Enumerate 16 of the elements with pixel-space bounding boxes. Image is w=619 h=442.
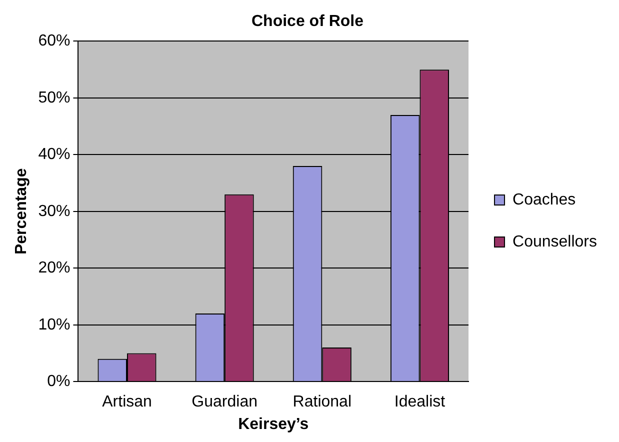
- y-tick-label: 20%: [38, 260, 70, 277]
- y-tick-label: 0%: [47, 373, 70, 390]
- chart-title: Choice of Role: [251, 13, 364, 30]
- x-axis-title: Keirsey’s: [238, 416, 309, 433]
- x-tick-label: Rational: [292, 394, 352, 411]
- y-tick-label: 30%: [38, 202, 70, 220]
- x-tick-label: Idealist: [394, 394, 446, 411]
- legend-label: Coaches: [512, 191, 576, 208]
- y-tick-label: 10%: [38, 316, 70, 334]
- y-axis-title: Percentage: [13, 168, 30, 255]
- x-tick-label: Artisan: [102, 394, 152, 411]
- y-tick-label: 40%: [38, 146, 70, 164]
- x-tick-label: Guardian: [192, 394, 258, 411]
- y-tick-label: 50%: [38, 89, 70, 106]
- y-tick-label: 60%: [38, 32, 70, 50]
- legend-label: Counsellors: [512, 233, 597, 250]
